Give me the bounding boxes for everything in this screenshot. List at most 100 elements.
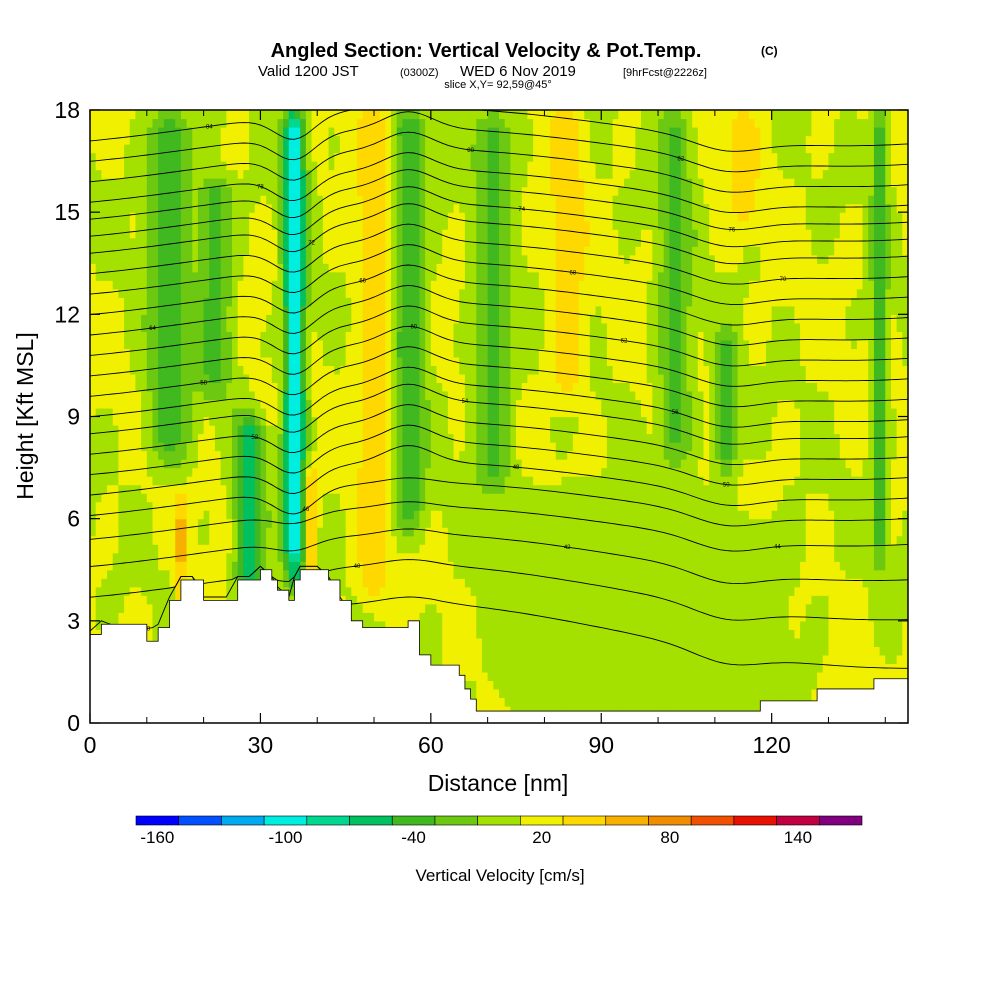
velocity-cell [101, 527, 108, 537]
velocity-cell [374, 612, 381, 622]
velocity-cell [283, 110, 290, 120]
velocity-cell [402, 510, 409, 520]
velocity-cell [459, 433, 466, 443]
velocity-cell [481, 646, 489, 656]
velocity-cell [419, 390, 426, 401]
velocity-cell [419, 629, 426, 639]
velocity-cell [413, 246, 421, 256]
velocity-cell [436, 169, 443, 179]
velocity-cell [459, 646, 466, 656]
velocity-cell [186, 476, 193, 486]
velocity-cell [425, 237, 432, 247]
velocity-cell [232, 356, 239, 367]
velocity-cell [453, 399, 460, 409]
velocity-cell [385, 552, 392, 562]
velocity-cell [249, 161, 256, 171]
velocity-cell [300, 110, 307, 120]
velocity-cell [288, 382, 296, 392]
velocity-cell [254, 501, 262, 511]
velocity-cell [152, 629, 159, 639]
velocity-cell [226, 263, 233, 273]
velocity-cell [459, 110, 466, 120]
velocity-cell [277, 407, 284, 418]
velocity-cell [129, 237, 137, 247]
velocity-cell [447, 595, 455, 605]
velocity-cell [237, 161, 244, 171]
velocity-cell [163, 271, 171, 281]
velocity-cell [379, 561, 386, 571]
velocity-cell [402, 186, 409, 196]
velocity-cell [271, 297, 279, 307]
velocity-cell [118, 476, 125, 486]
velocity-cell [95, 629, 102, 639]
velocity-cell [107, 552, 114, 562]
velocity-cell [379, 212, 386, 222]
velocity-cell [413, 433, 421, 443]
velocity-cell [408, 390, 415, 401]
velocity-cell [214, 118, 222, 128]
velocity-cell [112, 416, 119, 426]
velocity-cell [95, 322, 102, 332]
velocity-cell [311, 161, 318, 171]
velocity-cell [118, 535, 125, 545]
velocity-cell [95, 254, 102, 264]
velocity-cell [322, 416, 330, 426]
velocity-cell [391, 612, 398, 622]
velocity-cell [192, 263, 199, 273]
velocity-cell [277, 527, 284, 537]
velocity-cell [163, 339, 171, 349]
velocity-cell [430, 425, 438, 435]
velocity-cell [362, 246, 369, 256]
velocity-cell [351, 569, 358, 579]
velocity-cell [300, 178, 307, 188]
velocity-cell [305, 390, 313, 401]
velocity-cell [391, 144, 398, 154]
velocity-cell [470, 654, 477, 664]
velocity-cell [163, 620, 171, 630]
velocity-cell [362, 118, 369, 128]
velocity-cell [226, 186, 233, 196]
velocity-cell [345, 552, 352, 562]
velocity-cell [288, 493, 296, 503]
velocity-cell [413, 382, 421, 392]
velocity-cell [447, 314, 455, 324]
velocity-cell [90, 246, 97, 256]
velocity-cell [339, 212, 347, 222]
velocity-cell [146, 382, 154, 392]
velocity-cell [163, 110, 171, 120]
velocity-cell [283, 527, 290, 537]
velocity-cell [374, 569, 381, 579]
velocity-cell [118, 110, 125, 120]
velocity-cell [356, 229, 364, 239]
velocity-cell [385, 518, 392, 528]
velocity-cell [408, 314, 415, 324]
velocity-cell [95, 144, 102, 154]
velocity-cell [209, 144, 216, 154]
velocity-cell [169, 118, 176, 128]
velocity-cell [362, 339, 369, 349]
velocity-cell [112, 578, 119, 588]
velocity-cell [396, 186, 404, 196]
velocity-cell [243, 110, 250, 120]
velocity-cell [260, 399, 267, 409]
velocity-cell [391, 561, 398, 571]
velocity-cell [419, 510, 426, 520]
velocity-cell [152, 144, 159, 154]
velocity-cell [237, 169, 244, 179]
velocity-cell [442, 433, 449, 443]
velocity-cell [379, 271, 386, 281]
velocity-cell [124, 203, 131, 213]
velocity-cell [146, 356, 154, 367]
velocity-cell [442, 518, 449, 528]
velocity-cell [391, 288, 398, 298]
velocity-cell [356, 407, 364, 418]
velocity-cell [351, 382, 358, 392]
velocity-cell [374, 229, 381, 239]
velocity-cell [305, 450, 313, 460]
velocity-cell [385, 407, 392, 418]
velocity-cell [419, 637, 426, 647]
velocity-cell [385, 118, 392, 128]
velocity-cell [158, 390, 165, 401]
velocity-cell [158, 501, 165, 511]
velocity-cell [192, 484, 199, 494]
